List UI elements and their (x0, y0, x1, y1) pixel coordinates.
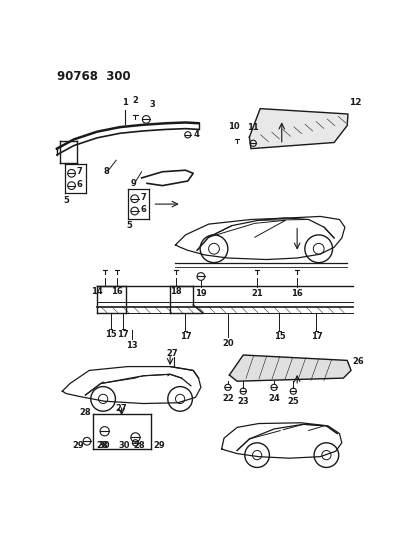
Text: 7: 7 (140, 192, 146, 201)
Text: 17: 17 (179, 332, 191, 341)
Text: 27: 27 (167, 349, 178, 358)
Text: 21: 21 (251, 289, 263, 298)
Text: 90768  300: 90768 300 (57, 70, 131, 83)
Text: 2: 2 (133, 96, 139, 105)
Text: 28: 28 (133, 441, 145, 450)
Text: 10: 10 (228, 122, 240, 131)
Polygon shape (229, 355, 351, 381)
Text: 15: 15 (273, 332, 285, 341)
Text: 15: 15 (105, 329, 117, 338)
Text: 28: 28 (79, 408, 91, 417)
Text: 4: 4 (193, 130, 199, 139)
Text: 7: 7 (77, 167, 83, 176)
Text: 5: 5 (63, 196, 69, 205)
Text: 6: 6 (77, 180, 83, 189)
Text: 29: 29 (72, 441, 84, 450)
Text: 23: 23 (238, 398, 249, 406)
Text: 9: 9 (131, 179, 137, 188)
Text: 19: 19 (195, 289, 207, 298)
Text: 5: 5 (126, 221, 132, 230)
Text: 18: 18 (170, 287, 182, 296)
Text: 6: 6 (140, 205, 146, 214)
Text: 13: 13 (126, 341, 137, 350)
Text: 20: 20 (222, 339, 234, 348)
Text: 16: 16 (291, 289, 303, 298)
Text: 14: 14 (91, 287, 102, 296)
Text: 24: 24 (268, 393, 280, 402)
Text: 22: 22 (222, 393, 234, 402)
Text: 30: 30 (99, 441, 110, 450)
Text: 17: 17 (117, 329, 129, 338)
Polygon shape (250, 109, 348, 149)
Text: 16: 16 (111, 287, 123, 296)
Text: 8: 8 (103, 167, 109, 176)
Text: 27: 27 (116, 403, 127, 413)
Text: 26: 26 (353, 358, 364, 367)
Text: 3: 3 (149, 100, 155, 109)
Text: 29: 29 (153, 441, 165, 450)
Text: 25: 25 (287, 398, 299, 406)
Text: 12: 12 (349, 98, 362, 107)
Text: 11: 11 (248, 123, 259, 132)
Text: 30: 30 (118, 441, 130, 450)
Text: 17: 17 (310, 332, 322, 341)
Text: 28: 28 (97, 441, 108, 450)
Text: 1: 1 (123, 98, 129, 107)
